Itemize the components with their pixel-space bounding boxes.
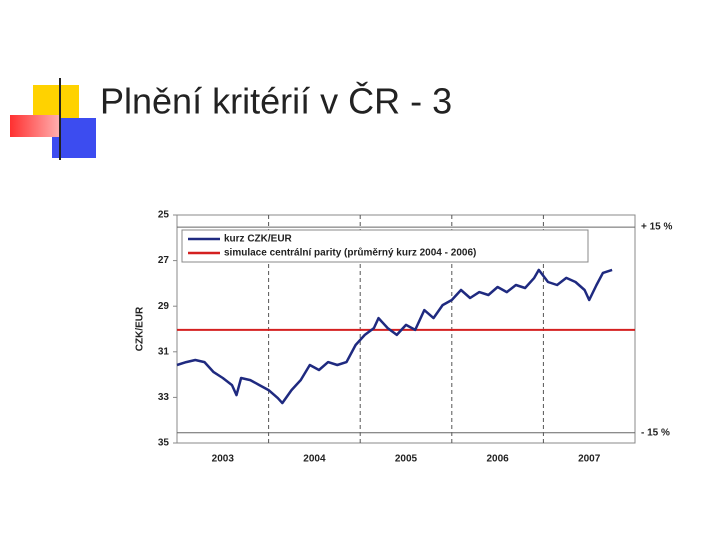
x-tick-label: 2005 — [395, 454, 418, 465]
x-tick-label: 2006 — [486, 454, 509, 465]
band-label: - 15 % — [641, 427, 670, 438]
legend-box — [181, 229, 589, 263]
y-tick-label: 31 — [158, 346, 170, 357]
x-tick-label: 2003 — [212, 454, 235, 465]
data-line — [176, 268, 613, 405]
legend-label: simulace centrální parity (průměrný kurz… — [224, 247, 476, 259]
x-tick-label: 2004 — [303, 454, 326, 465]
y-tick-label: 25 — [158, 210, 170, 221]
band-label: + 15 % — [641, 222, 673, 233]
decoration — [10, 78, 700, 160]
y-axis-label: CZK/EUR — [135, 306, 146, 351]
legend-label: kurz CZK/EUR — [224, 234, 293, 245]
x-tick-label: 2007 — [578, 454, 601, 465]
y-tick-label: 35 — [158, 438, 170, 449]
y-tick-label: 27 — [158, 255, 170, 266]
y-tick-label: 33 — [158, 392, 170, 403]
slide-title: Plnění kritérií v ČR - 3 — [100, 81, 452, 122]
y-tick-label: 29 — [158, 301, 170, 312]
